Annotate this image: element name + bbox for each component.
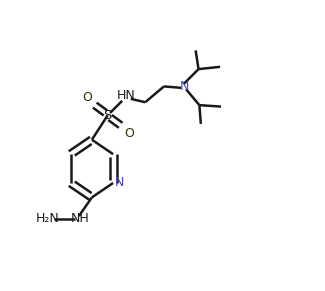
Text: NH: NH [71, 212, 89, 225]
Text: N: N [115, 176, 124, 189]
Text: N: N [180, 80, 189, 93]
Text: O: O [124, 127, 134, 140]
Text: O: O [82, 91, 92, 104]
Text: H₂N: H₂N [36, 212, 60, 225]
Text: HN: HN [117, 89, 136, 102]
Text: S: S [104, 109, 112, 122]
